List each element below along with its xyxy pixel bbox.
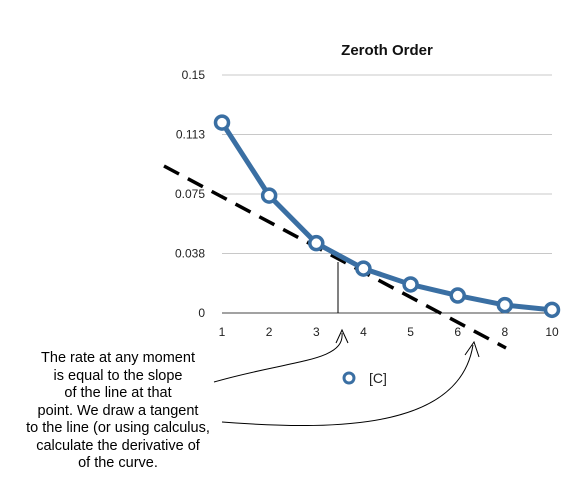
tangent-line [163,164,507,350]
x-tick-label: 3 [313,325,320,339]
y-tick-label: 0.075 [175,187,205,201]
x-tick-label: 8 [502,325,509,339]
y-tick-label: 0.038 [175,247,205,261]
x-tick-label: 1 [219,325,226,339]
y-tick-label: 0.15 [182,68,206,82]
data-point [355,260,372,277]
grid [222,74,552,314]
data-point [260,187,278,204]
legend-marker [342,371,356,385]
series-line [219,121,553,313]
x-tick-label: 2 [266,325,273,339]
arrow-curve [213,332,343,383]
arrow-curve [221,344,474,427]
y-axis-labels: 0.15 0.113 0.075 0.038 0 [175,68,205,320]
annotation-arrows [213,328,480,427]
data-point [213,114,231,131]
y-tick-label: 0 [198,306,205,320]
y-tick-label: 0.113 [176,128,205,142]
x-axis-labels: 1 2 3 4 5 6 8 10 [219,325,559,339]
x-tick-label: 4 [360,325,367,339]
data-point [449,287,466,304]
arrow-head [464,340,480,358]
data-point [543,301,561,319]
data-point [308,234,325,252]
legend: [C] [342,370,387,386]
arrow-head [335,328,349,344]
data-point [402,276,419,293]
legend-label: [C] [369,370,387,386]
x-tick-label: 6 [454,325,461,339]
chart-title: Zeroth Order [341,42,433,59]
x-tick-label: 10 [545,325,559,339]
annotation-text: The rate at any moment is equal to the s… [26,350,210,471]
x-tick-label: 5 [407,325,414,339]
data-point [496,296,514,314]
series-group [213,114,561,319]
tangent-dashed-line [163,164,507,350]
